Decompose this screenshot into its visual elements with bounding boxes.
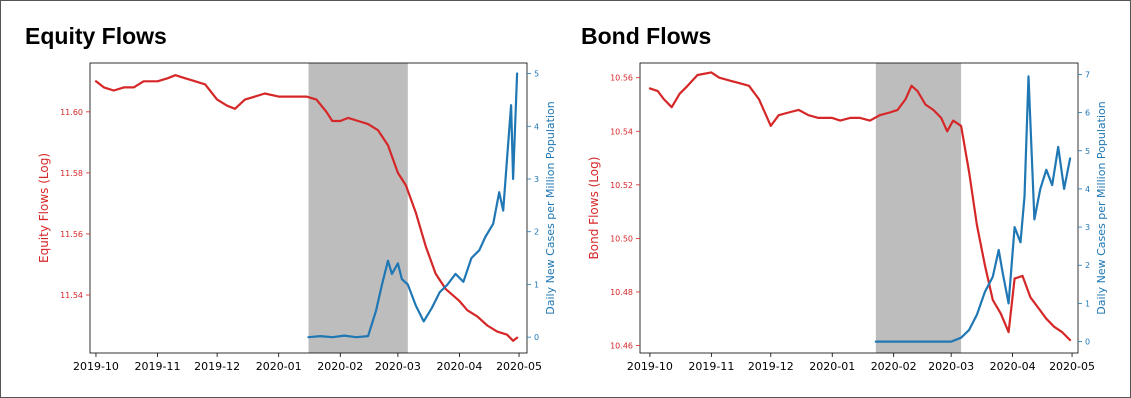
bond-y2tick-label: 3	[1085, 223, 1090, 232]
equity-xtick-label: 2019-12	[194, 360, 240, 373]
equity-y2tick-label: 5	[534, 70, 539, 79]
bond-xtick-label: 2020-05	[1049, 360, 1095, 373]
bond-y2tick-label: 7	[1085, 70, 1090, 79]
bond-cases-line	[874, 75, 1072, 343]
equity-xtick-label: 2020-04	[436, 360, 482, 373]
equity-xtick-label: 2019-10	[73, 360, 119, 373]
bond-ytick-label: 10.48	[610, 288, 633, 297]
equity-flows-line	[94, 74, 519, 342]
bond-y2label: Daily New Cases per Million Population	[1095, 101, 1108, 314]
equity-xtick-label: 2020-01	[256, 360, 302, 373]
equity-panel-title: Equity Flows	[25, 23, 167, 49]
equity-ytick-label: 11.60	[60, 108, 83, 117]
bond-ytick-label: 10.52	[610, 181, 633, 190]
bond-y2tick-label: 0	[1085, 338, 1090, 347]
equity-xtick-label: 2020-03	[375, 360, 421, 373]
bond-y2tick-label: 1	[1085, 299, 1090, 308]
equity-y2tick-label: 1	[534, 280, 539, 289]
bond-xtick-label: 2019-10	[627, 360, 673, 373]
equity-xtick-label: 2020-02	[317, 360, 363, 373]
equity-ytick-label: 11.58	[60, 169, 83, 178]
equity-y2tick-label: 4	[534, 122, 539, 131]
equity-cases-line	[307, 72, 519, 339]
bond-y2tick-label: 6	[1085, 109, 1090, 118]
bond-ylabel: Bond Flows (Log)	[587, 157, 601, 260]
bond-y2tick-label: 4	[1085, 185, 1090, 194]
bond-ytick-label: 10.56	[610, 74, 633, 83]
equity-xtick-label: 2020-05	[496, 360, 542, 373]
equity-plot-frame	[89, 62, 528, 354]
bond-panel-title: Bond Flows	[581, 23, 712, 49]
bond-xtick-label: 2020-01	[809, 360, 855, 373]
bond-y2tick-label: 2	[1085, 261, 1090, 270]
equity-ytick-label: 11.54	[60, 291, 83, 300]
bond-xtick-label: 2019-12	[748, 360, 794, 373]
equity-ytick-label: 11.56	[60, 230, 83, 239]
equity-y2label: Daily New Cases per Million Population	[544, 101, 557, 314]
bond-ytick-label: 10.46	[610, 342, 633, 351]
bond-xtick-label: 2020-02	[871, 360, 917, 373]
bond-y2tick-label: 5	[1085, 147, 1090, 156]
bond-plot-frame	[639, 62, 1079, 354]
equity-y2tick-label: 0	[534, 333, 539, 342]
bond-xtick-label: 2019-11	[688, 360, 734, 373]
bond-xtick-label: 2020-04	[990, 360, 1036, 373]
bond-flows-line	[648, 71, 1072, 342]
bond-xtick-label: 2020-03	[928, 360, 974, 373]
bond-shaded-region	[875, 63, 962, 353]
bond-ytick-label: 10.50	[610, 234, 633, 243]
equity-y2tick-label: 2	[534, 228, 539, 237]
equity-xtick-label: 2019-11	[135, 360, 181, 373]
equity-y2tick-label: 3	[534, 175, 539, 184]
bond-ytick-label: 10.54	[610, 127, 633, 136]
equity-ylabel: Equity Flows (Log)	[37, 153, 51, 263]
